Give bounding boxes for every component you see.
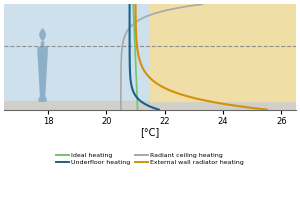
Bar — [150, 4, 296, 101]
Bar — [4, 101, 296, 110]
Bar — [4, 4, 296, 110]
X-axis label: [°C]: [°C] — [140, 127, 160, 137]
Legend: Ideal heating, Underfloor heating, Radiant ceiling heating, External wall radiat: Ideal heating, Underfloor heating, Radia… — [53, 150, 247, 168]
